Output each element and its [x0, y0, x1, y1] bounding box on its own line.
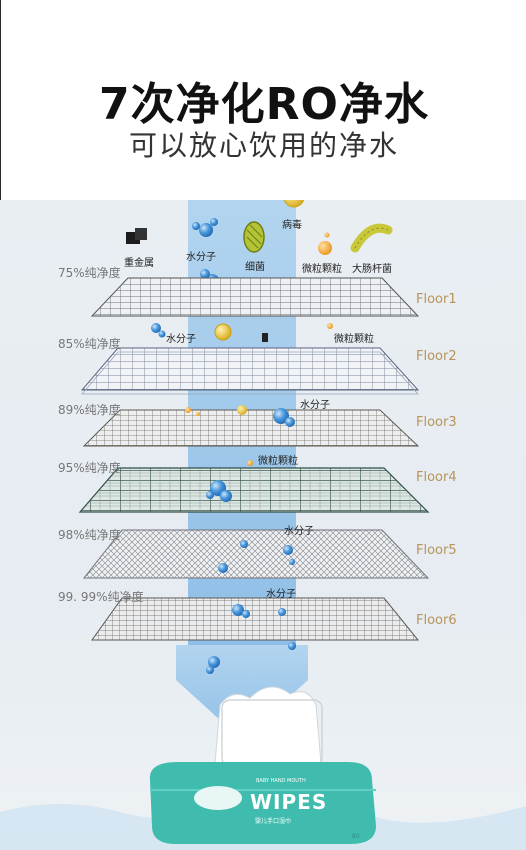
layer-2-items [151, 323, 333, 342]
layer-4-items [206, 460, 253, 502]
layer-6-water-label: 水分子 [266, 589, 296, 600]
filter-layer-5 [82, 529, 430, 579]
page-title: 7次净化RO净水 [99, 79, 429, 130]
purity-label-1: 75%纯净度 [58, 266, 121, 280]
label-particle: 微粒颗粒 [302, 264, 342, 275]
ecoli-icon [350, 223, 393, 253]
label-water-molecule: 水分子 [186, 252, 216, 263]
filter-layer-2-shadow [81, 351, 419, 395]
floor-label-5: Floor5 [416, 543, 457, 558]
filter-layer-2 [80, 347, 420, 391]
layer-2-water-label: 水分子 [166, 334, 196, 345]
label-bacteria: 细菌 [245, 262, 265, 273]
heavy-metal-icon [126, 228, 147, 244]
particle-icon [318, 232, 332, 255]
water-molecule-icon [192, 218, 218, 237]
bacteria-icon [243, 221, 265, 253]
wipes-package [149, 686, 376, 844]
filter-layer-4 [78, 467, 430, 513]
label-ecoli: 大肠杆菌 [352, 264, 392, 275]
layer-2-particle-label: 微粒颗粒 [334, 334, 374, 345]
floor-label-4: Floor4 [416, 470, 457, 485]
layer-5-water-label: 水分子 [284, 526, 314, 537]
hero-header: 7次净化RO净水 可以放心饮用的净水 [0, 0, 526, 200]
package-small-text: BABY HAND MOUTH [256, 778, 306, 784]
filter-layer-6 [91, 597, 420, 641]
floor-label-6: Floor6 [416, 613, 457, 628]
layer-5-items [218, 540, 295, 573]
package-count: 80 [352, 833, 360, 840]
virus-icon [283, 200, 305, 208]
filter-layer-3 [82, 409, 420, 447]
floor-label-2: Floor2 [416, 349, 457, 364]
layer-4-particle-label: 微粒颗粒 [258, 456, 298, 467]
purity-label-4: 95%纯净度 [58, 461, 121, 475]
label-heavy-metal: 重金属 [124, 258, 154, 269]
purity-label-2: 85%纯净度 [58, 337, 121, 351]
layer-6-items [206, 604, 296, 674]
layer-3-items [185, 405, 295, 427]
floor-label-3: Floor3 [416, 415, 457, 430]
package-sub-label: 婴儿手口湿巾 [252, 816, 295, 825]
package-brand: WIPES [250, 790, 328, 814]
purity-label-6: 99. 99%纯净度 [58, 590, 144, 604]
label-virus: 病毒 [282, 220, 302, 231]
purity-label-3: 89%纯净度 [58, 403, 121, 417]
page-subtitle: 可以放心饮用的净水 [128, 129, 399, 162]
layer-3-water-label: 水分子 [300, 400, 330, 411]
filter-layer-1 [90, 277, 420, 317]
floor-label-1: Floor1 [416, 292, 457, 307]
purity-label-5: 98%纯净度 [58, 528, 121, 542]
